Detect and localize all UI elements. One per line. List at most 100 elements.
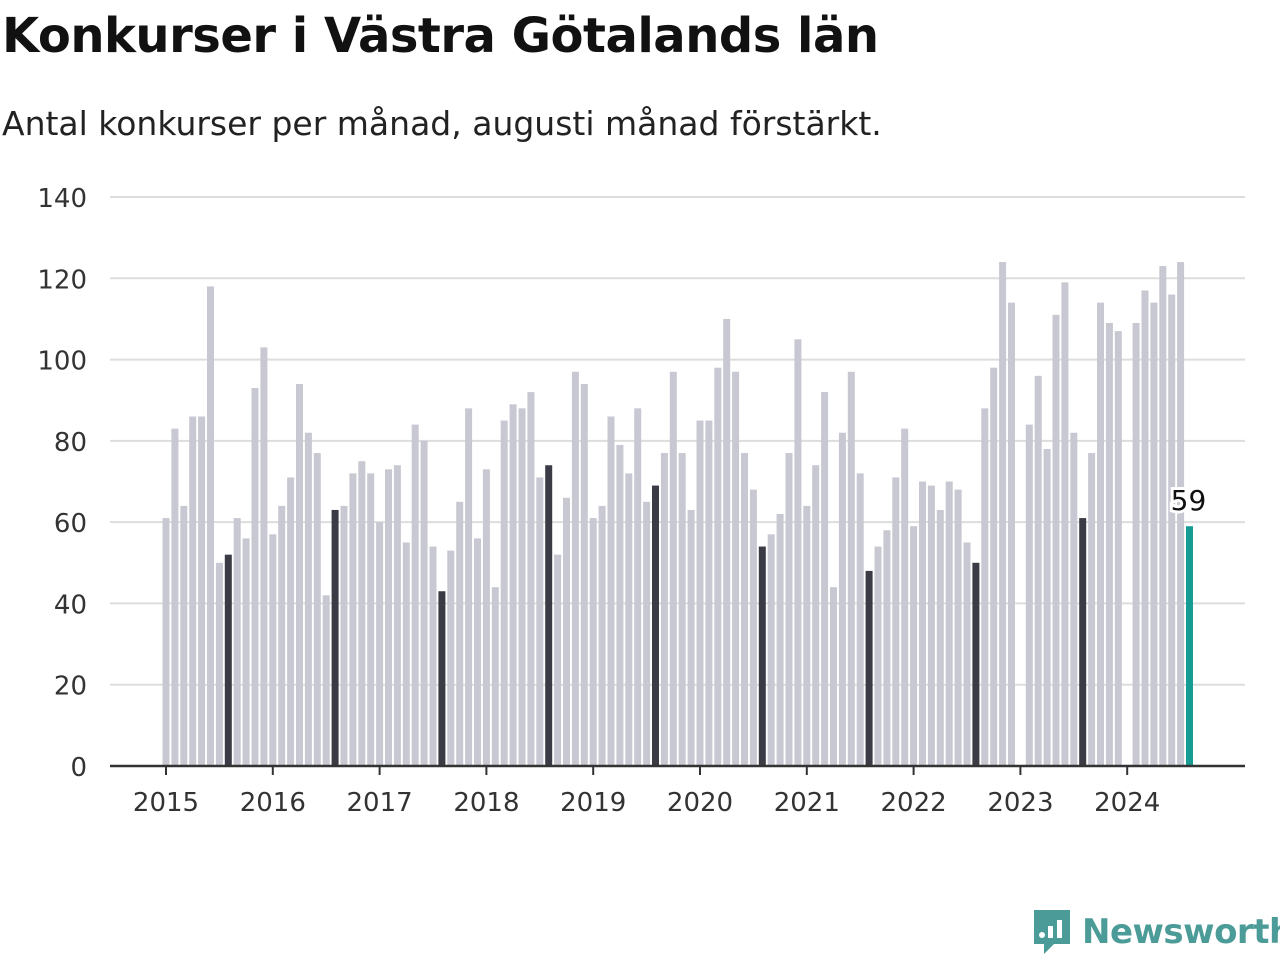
- bar: [1186, 526, 1193, 766]
- bar: [189, 416, 197, 766]
- bar: [171, 428, 179, 766]
- bar: [1025, 424, 1033, 766]
- bar: [322, 595, 330, 766]
- bar: [411, 424, 419, 766]
- bar: [500, 420, 508, 766]
- bar: [340, 505, 348, 766]
- bar: [1114, 331, 1122, 766]
- bar: [856, 473, 864, 766]
- bar: [278, 505, 286, 766]
- bar: [687, 509, 695, 766]
- bar: [1061, 282, 1069, 766]
- bar: [1008, 302, 1015, 766]
- bar: [678, 453, 686, 766]
- bar: [296, 383, 303, 766]
- bar: [936, 509, 944, 766]
- bar: [1105, 322, 1113, 766]
- bar: [616, 444, 624, 766]
- bar: [634, 408, 642, 766]
- bar: [643, 501, 651, 766]
- bar: [1034, 375, 1042, 766]
- bar: [883, 530, 891, 766]
- bar: [803, 505, 811, 766]
- bar: [838, 432, 846, 766]
- bar: [901, 428, 909, 766]
- bar: [554, 554, 562, 766]
- bar: [304, 432, 312, 766]
- bar: [474, 538, 481, 766]
- newsworthy-logo-icon: [1034, 910, 1070, 954]
- bar: [1159, 266, 1167, 766]
- y-tick-label: 80: [54, 428, 87, 458]
- bar: [598, 505, 606, 766]
- bar: [545, 465, 553, 766]
- labels: 0 20 40 60 80 100 120 140 2015 2016 2017 2018 2019 20…: [37, 184, 1209, 818]
- bar: [732, 371, 740, 766]
- bar: [865, 570, 873, 766]
- bar: [1132, 322, 1140, 766]
- y-tick-label: 140: [37, 184, 87, 214]
- x-tick-label: 2020: [667, 788, 733, 818]
- bar: [892, 477, 900, 766]
- bar: [999, 262, 1007, 766]
- bar: [785, 453, 793, 766]
- x-tick-label: 2015: [133, 788, 199, 818]
- x-tick-label: 2018: [453, 788, 519, 818]
- bar: [1168, 294, 1176, 766]
- bar: [367, 473, 375, 766]
- bar: [349, 473, 357, 766]
- bar: [927, 485, 935, 766]
- bar: [812, 465, 820, 766]
- bar: [830, 587, 837, 766]
- bar: [963, 542, 971, 766]
- bar: [269, 534, 277, 766]
- y-tick-label: 100: [37, 347, 87, 377]
- bar: [215, 562, 223, 766]
- bar: [260, 347, 268, 766]
- bar: [972, 562, 980, 766]
- bar: [741, 453, 748, 766]
- bar: [705, 420, 713, 766]
- bar: [625, 473, 633, 766]
- bar: [162, 518, 170, 766]
- bar: [571, 371, 579, 766]
- brand-name: Newsworthy: [1082, 912, 1280, 952]
- bar: [910, 526, 918, 766]
- bar: [874, 546, 882, 766]
- bar: [420, 440, 428, 766]
- bar: [438, 591, 446, 766]
- bar: [1141, 290, 1149, 766]
- bar: [821, 392, 829, 766]
- y-tick-label: 120: [37, 265, 87, 295]
- bar: [385, 469, 392, 766]
- bar: [429, 546, 437, 766]
- x-tick-label: 2017: [347, 788, 413, 818]
- bar-chart: 0 20 40 60 80 100 120 140 2015 2016 2017 2018 2019 20…: [37, 184, 1245, 818]
- y-tick-label: 0: [70, 753, 87, 783]
- chart-subtitle: Antal konkurser per månad, augusti månad…: [2, 104, 882, 143]
- bar: [358, 461, 366, 766]
- bar: [482, 469, 490, 766]
- bar: [447, 550, 455, 766]
- bar: [669, 371, 677, 766]
- bar: [1079, 518, 1087, 766]
- bar: [758, 546, 766, 766]
- bar: [233, 518, 241, 766]
- x-tick-label: 2021: [774, 788, 840, 818]
- bar: [1052, 314, 1060, 766]
- bar: [518, 408, 526, 766]
- bars: [162, 262, 1193, 766]
- bar: [990, 367, 998, 766]
- bar: [580, 383, 588, 766]
- latest-value-label: 59: [1171, 484, 1207, 517]
- y-tick-label: 20: [54, 672, 87, 702]
- bar: [198, 416, 206, 766]
- bar: [607, 416, 615, 766]
- bar: [1177, 262, 1185, 766]
- bar: [536, 477, 544, 766]
- x-tick-label: 2019: [560, 788, 626, 818]
- bar: [1043, 448, 1051, 766]
- bar: [331, 509, 339, 766]
- bar: [954, 489, 962, 766]
- bar: [456, 501, 464, 766]
